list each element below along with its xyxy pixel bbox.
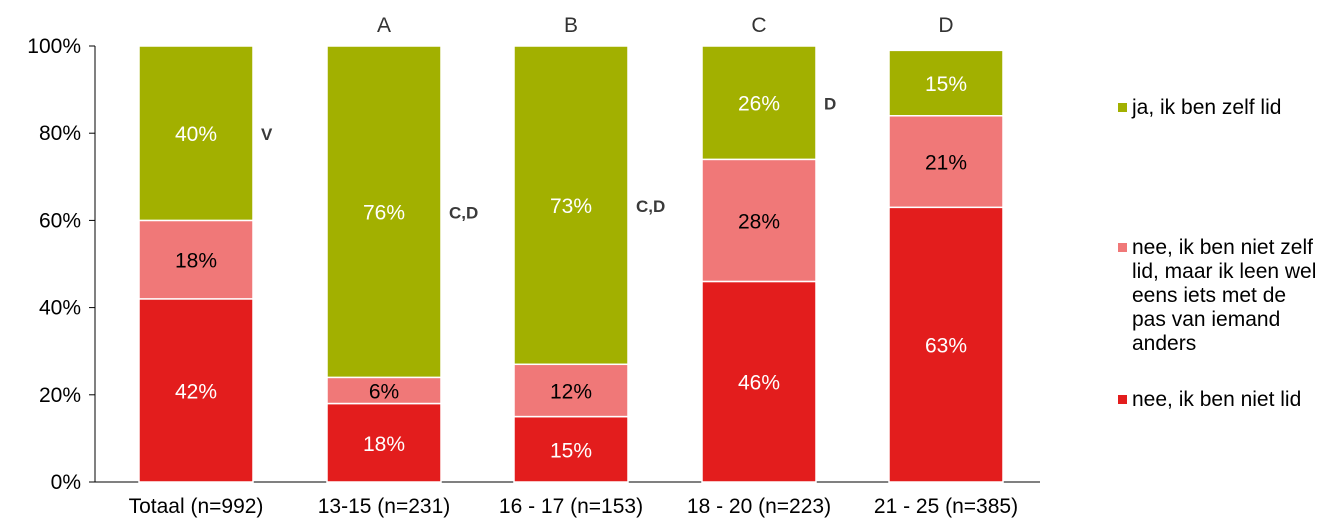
- bar-segment: [138, 219, 254, 300]
- data-label: 63%: [925, 335, 967, 358]
- bar-segment: [513, 363, 629, 418]
- bar-segment: [326, 376, 442, 405]
- data-label: 15%: [925, 73, 967, 96]
- y-tick-label: 0%: [51, 471, 81, 494]
- group-letter: B: [564, 14, 578, 37]
- legend-label-line: nee, ik ben niet zelf: [1132, 236, 1313, 259]
- data-label: 76%: [363, 202, 405, 225]
- x-tick-label: 13-15 (n=231): [318, 495, 451, 518]
- data-label: 18%: [363, 433, 405, 456]
- legend-label: ja, ik ben zelf lid: [1132, 96, 1282, 119]
- legend-swatch-pink: [1118, 243, 1127, 252]
- x-tick-label: 21 - 25 (n=385): [874, 495, 1018, 518]
- significance-marker: V: [261, 125, 273, 144]
- bar-segment: [326, 402, 442, 483]
- legend-label: nee, ik ben niet lid: [1132, 388, 1302, 411]
- bar-segment: [513, 45, 629, 366]
- x-tick-label: 18 - 20 (n=223): [687, 495, 831, 518]
- bar-segment: [888, 49, 1004, 117]
- legend-label-multiline: nee, ik ben niet zelf lid, maar ik leen …: [1132, 236, 1332, 356]
- data-label: 21%: [925, 152, 967, 175]
- bar-segment: [326, 45, 442, 379]
- data-label: 73%: [550, 195, 592, 218]
- y-tick-label: 20%: [39, 384, 81, 407]
- data-label: 46%: [738, 372, 780, 395]
- data-label: 18%: [175, 250, 217, 273]
- y-tick-label: 40%: [39, 297, 81, 320]
- data-label: 15%: [550, 439, 592, 462]
- group-letter: D: [938, 14, 953, 37]
- significance-marker: C,D: [636, 197, 665, 216]
- group-letter: A: [377, 14, 391, 37]
- x-tick-label: Totaal (n=992): [129, 495, 264, 518]
- data-label: 42%: [175, 380, 217, 403]
- data-label: 40%: [175, 123, 217, 146]
- data-label: 28%: [738, 210, 780, 233]
- y-tick-label: 100%: [27, 35, 81, 58]
- y-tick-label: 80%: [39, 122, 81, 145]
- bar-segment: [513, 415, 629, 483]
- data-label: 26%: [738, 93, 780, 116]
- significance-marker: C,D: [449, 204, 478, 223]
- bar-segment: [701, 280, 817, 483]
- data-label: 6%: [369, 380, 399, 403]
- x-tick-label: 16 - 17 (n=153): [499, 495, 643, 518]
- legend-label-line: anders: [1132, 332, 1197, 355]
- group-letter: C: [751, 14, 766, 37]
- legend-label-line: pas van iemand: [1132, 308, 1281, 331]
- legend-swatch-green: [1118, 103, 1127, 112]
- legend-label-line: lid, maar ik leen wel: [1132, 260, 1317, 283]
- significance-marker: D: [824, 95, 836, 114]
- y-tick-label: 60%: [39, 209, 81, 232]
- data-label: 12%: [550, 380, 592, 403]
- bar-segment: [888, 115, 1004, 209]
- bar-segment: [888, 206, 1004, 483]
- bar-segment: [138, 45, 254, 222]
- legend-swatch-red: [1118, 395, 1127, 404]
- legend-label-line: eens iets met de: [1132, 284, 1287, 307]
- bar-segment: [701, 158, 817, 283]
- bar-segment: [701, 45, 817, 161]
